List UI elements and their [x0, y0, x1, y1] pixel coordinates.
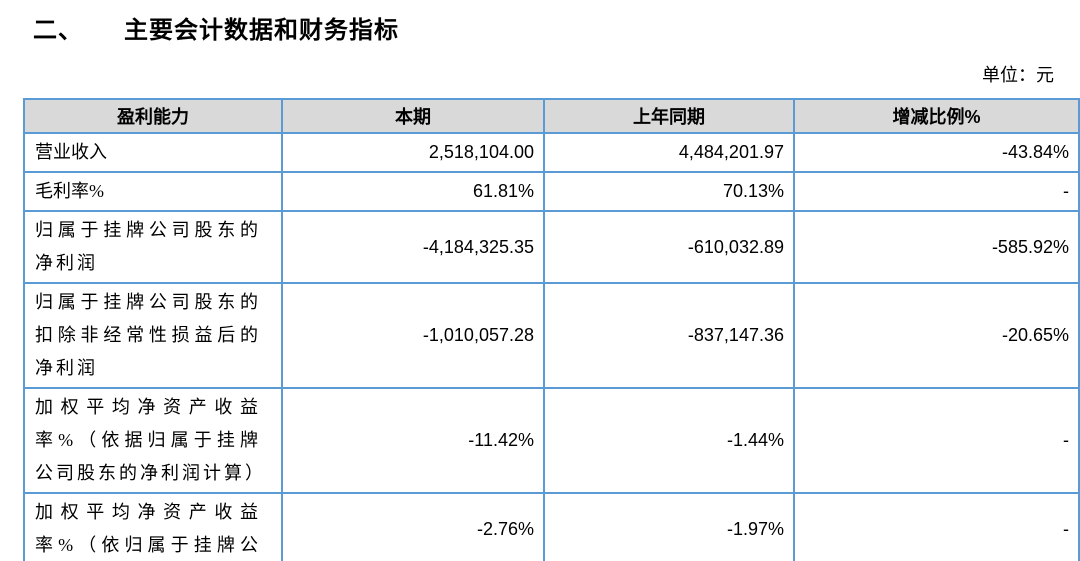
change-pct-value: -585.92%	[793, 210, 1080, 284]
row-label: 加权平均净资产收益率%（依据归属于挂牌公司股东的净利润计算）	[23, 387, 283, 494]
table-row: 营业收入 2,518,104.00 4,484,201.97 -43.84%	[23, 132, 1080, 173]
prior-year-value: -1.97%	[543, 492, 795, 561]
prior-year-value: -837,147.36	[543, 282, 795, 389]
row-label: 营业收入	[23, 132, 283, 173]
prior-year-value: 70.13%	[543, 171, 795, 212]
table-row: 归属于挂牌公司股东的净利润 -4,184,325.35 -610,032.89 …	[23, 210, 1080, 284]
table-row: 归属于挂牌公司股东的扣除非经常性损益后的净利润 -1,010,057.28 -8…	[23, 282, 1080, 389]
financial-indicators-table: 盈利能力 本期 上年同期 增减比例% 营业收入 2,518,104.00 4,4…	[23, 98, 1080, 561]
current-period-value: -1,010,057.28	[281, 282, 545, 389]
table-row: 加权平均净资产收益率%（依归属于挂牌公司 -2.76% -1.97% -	[23, 492, 1080, 561]
change-pct-value: -20.65%	[793, 282, 1080, 389]
prior-year-value: 4,484,201.97	[543, 132, 795, 173]
prior-year-value: -1.44%	[543, 387, 795, 494]
section-number: 二、	[33, 17, 83, 44]
current-period-value: -4,184,325.35	[281, 210, 545, 284]
change-pct-value: -	[793, 171, 1080, 212]
table-row: 毛利率% 61.81% 70.13% -	[23, 171, 1080, 212]
change-pct-value: -	[793, 492, 1080, 561]
current-period-value: 61.81%	[281, 171, 545, 212]
column-header-profitability: 盈利能力	[23, 98, 283, 134]
row-label: 归属于挂牌公司股东的净利润	[23, 210, 283, 284]
row-label: 毛利率%	[23, 171, 283, 212]
current-period-value: -11.42%	[281, 387, 545, 494]
column-header-change-pct: 增减比例%	[793, 98, 1080, 134]
table-header-row: 盈利能力 本期 上年同期 增减比例%	[23, 98, 1080, 134]
page-title: 二、 主要会计数据和财务指标	[33, 14, 1080, 48]
current-period-value: -2.76%	[281, 492, 545, 561]
table-row: 加权平均净资产收益率%（依据归属于挂牌公司股东的净利润计算） -11.42% -…	[23, 387, 1080, 494]
row-label-text: 加权平均净资产收益率%（依归属于挂牌公司	[35, 502, 261, 555]
prior-year-value: -610,032.89	[543, 210, 795, 284]
section-title: 主要会计数据和财务指标	[124, 17, 399, 44]
column-header-prior-year-period: 上年同期	[543, 98, 795, 134]
current-period-value: 2,518,104.00	[281, 132, 545, 173]
column-header-current-period: 本期	[281, 98, 545, 134]
row-label: 加权平均净资产收益率%（依归属于挂牌公司	[23, 492, 283, 561]
change-pct-value: -	[793, 387, 1080, 494]
row-label: 归属于挂牌公司股东的扣除非经常性损益后的净利润	[23, 282, 283, 389]
change-pct-value: -43.84%	[793, 132, 1080, 173]
unit-label: 单位：元	[982, 65, 1054, 85]
